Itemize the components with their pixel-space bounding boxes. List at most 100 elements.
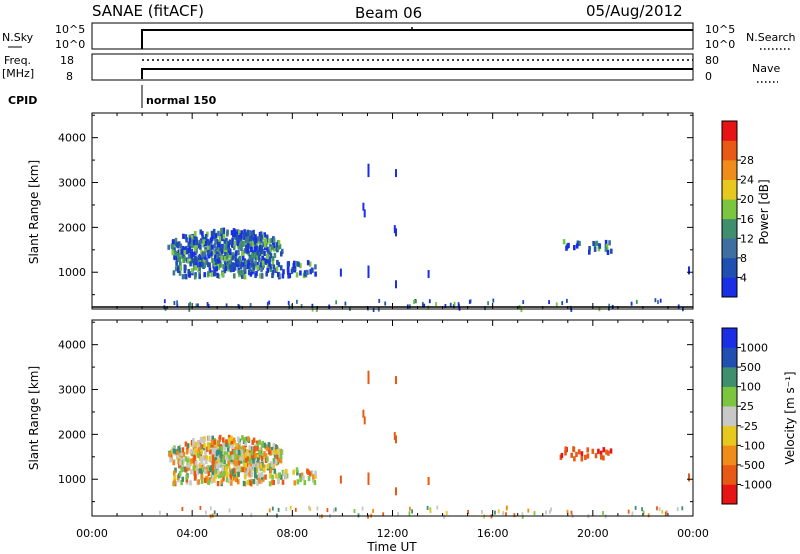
echo-cell: [252, 464, 256, 470]
echo-cell: [255, 245, 258, 251]
echo-cell: [224, 265, 228, 272]
echo-cell: [265, 259, 268, 265]
echo-cell: [307, 475, 311, 482]
colorbar-swatch: [722, 218, 737, 239]
velocity-y-axis: 1000 2000 3000 4000: [58, 320, 694, 516]
echo-cell: [221, 271, 225, 278]
echo-cell: [221, 466, 224, 472]
echo-cell: [599, 450, 603, 456]
echo-cell: [249, 303, 252, 307]
echo-cell: [212, 233, 215, 239]
echo-cell: [266, 267, 269, 273]
echo-cell: [206, 261, 210, 268]
echo-cell: [239, 238, 243, 244]
echo-cell: [183, 249, 187, 256]
echo-cell: [233, 473, 237, 479]
echo-cell: [468, 299, 471, 304]
colorbar-tick-label: -500: [740, 459, 765, 472]
echo-cell: [177, 446, 180, 452]
echo-cell: [197, 243, 201, 249]
echo-cell: [261, 256, 265, 262]
time-x-axis: 00:00 04:00 08:00 12:00 16:00 20:00 00:00: [76, 527, 709, 540]
echo-cell: [282, 471, 286, 477]
echo-cell: [367, 169, 370, 178]
echo-cell: [225, 241, 229, 247]
echo-cell: [286, 261, 290, 267]
echo-cell: [263, 250, 266, 256]
echo-cell: [266, 456, 269, 462]
echo-cell: [173, 239, 176, 245]
echo-cell: [548, 509, 551, 514]
echo-cell: [243, 248, 247, 254]
y-tick-label: 2000: [58, 428, 86, 441]
echo-cell: [257, 457, 260, 463]
echo-cell: [654, 298, 657, 303]
echo-cell: [203, 262, 206, 268]
echo-cell: [344, 301, 347, 306]
echo-cell: [187, 269, 190, 275]
echo-cell: [213, 477, 216, 483]
echo-cell: [250, 446, 253, 452]
echo-cell: [243, 274, 247, 280]
echo-cell: [250, 472, 254, 478]
echo-cell: [316, 506, 319, 511]
echo-cell: [235, 231, 238, 237]
echo-cell: [181, 463, 184, 469]
echo-cell: [213, 439, 216, 445]
echo-cell: [181, 507, 184, 511]
echo-cell: [180, 450, 183, 457]
echo-cell: [287, 300, 290, 305]
echo-cell: [202, 438, 205, 444]
echo-cell: [184, 441, 188, 447]
echo-cell: [241, 466, 245, 473]
echo-cell: [263, 232, 266, 238]
echo-cell: [230, 435, 233, 441]
echo-cell: [200, 470, 204, 476]
colorbar-swatch: [722, 160, 737, 180]
echo-cell: [194, 256, 197, 262]
echo-cell: [179, 261, 182, 267]
echo-cell: [268, 249, 272, 255]
colorbar-swatch: [722, 277, 737, 298]
echo-cell: [223, 239, 227, 245]
echo-cell: [233, 262, 236, 268]
echo-cell: [259, 463, 263, 469]
echo-cell: [228, 508, 231, 513]
echo-cell: [266, 301, 269, 306]
echo-cell: [562, 239, 566, 245]
echo-cell: [231, 469, 235, 475]
echo-cell: [270, 237, 274, 244]
echo-cell: [444, 304, 447, 308]
echo-cell: [231, 449, 235, 455]
echo-cell: [292, 469, 295, 475]
echo-cell: [252, 254, 256, 260]
echo-cell: [232, 459, 236, 465]
echo-cell: [205, 510, 207, 515]
echo-cell: [593, 241, 597, 247]
echo-cell: [270, 446, 274, 453]
echo-cell: [627, 509, 630, 514]
echo-cell: [243, 467, 247, 473]
echo-cell: [244, 451, 248, 457]
echo-cell: [206, 244, 210, 250]
echo-cell: [561, 301, 564, 306]
echo-cell: [191, 243, 194, 249]
echo-cell: [264, 454, 268, 460]
echo-cell: [216, 272, 219, 278]
echo-cell: [173, 479, 176, 485]
echo-cell: [573, 245, 576, 251]
echo-cell: [191, 257, 194, 263]
echo-cell: [242, 480, 246, 486]
echo-cell: [263, 442, 267, 448]
echo-cell: [197, 255, 201, 261]
echo-cell: [232, 437, 236, 443]
echo-cell: [308, 471, 312, 477]
echo-cell: [210, 444, 214, 451]
echo-cell: [573, 456, 576, 462]
echo-cell: [276, 259, 279, 266]
echo-cell: [235, 234, 239, 240]
echo-cell: [217, 473, 221, 479]
echo-cell: [244, 440, 247, 446]
echo-cell: [295, 272, 299, 278]
echo-cell: [607, 450, 610, 456]
